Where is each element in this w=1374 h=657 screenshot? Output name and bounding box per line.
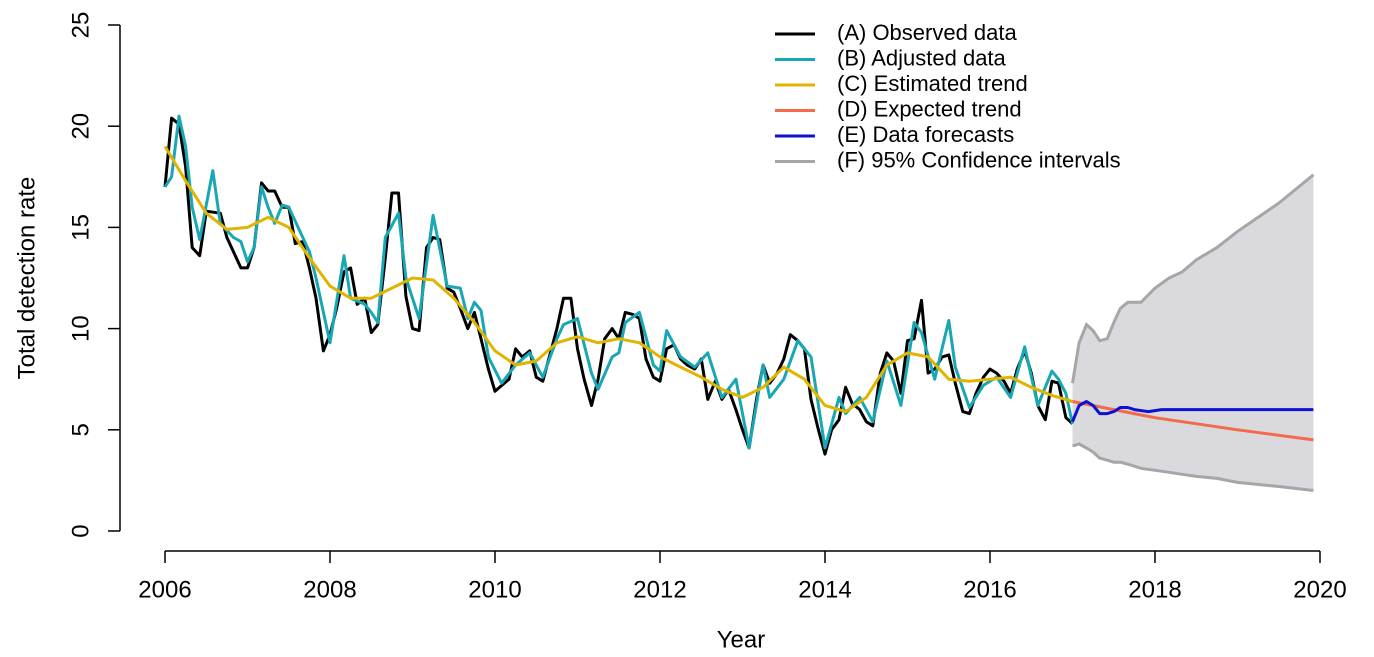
upper-bound [1071, 173, 1315, 384]
y-tick-label: 20 [67, 113, 94, 140]
x-tick-label: 2006 [138, 576, 191, 603]
legend-label: (C) Estimated trend [837, 71, 1028, 96]
y-tick-label: 5 [67, 423, 94, 436]
x-tick-label: 2014 [798, 576, 851, 603]
legend-label: (B) Adjusted data [837, 45, 1007, 70]
y-tick-label: 0 [67, 524, 94, 537]
y-axis-title: Total detection rate [13, 177, 40, 380]
x-tick-label: 2010 [468, 576, 521, 603]
legend-label: (D) Expected trend [837, 96, 1022, 121]
y-tick-label: 25 [67, 12, 94, 39]
x-tick-label: 2008 [303, 576, 356, 603]
x-tick-label: 2018 [1128, 576, 1181, 603]
y-tick-label: 10 [67, 315, 94, 342]
series-line [163, 145, 1073, 414]
x-axis-title: Year [717, 626, 766, 653]
x-tick-label: 2012 [633, 576, 686, 603]
legend: (A) Observed data(B) Adjusted data(C) Es… [775, 20, 1121, 172]
x-tick-label: 2020 [1293, 576, 1346, 603]
confidence-band [1072, 174, 1314, 491]
legend-label: (F) 95% Confidence intervals [837, 147, 1121, 172]
legend-label: (E) Data forecasts [837, 122, 1014, 147]
series-line [1071, 400, 1314, 423]
lower-bound [1072, 442, 1314, 492]
legend-label: (A) Observed data [837, 20, 1018, 45]
series-line [1072, 400, 1314, 442]
x-tick-label: 2016 [963, 576, 1016, 603]
y-tick-label: 15 [67, 214, 94, 241]
